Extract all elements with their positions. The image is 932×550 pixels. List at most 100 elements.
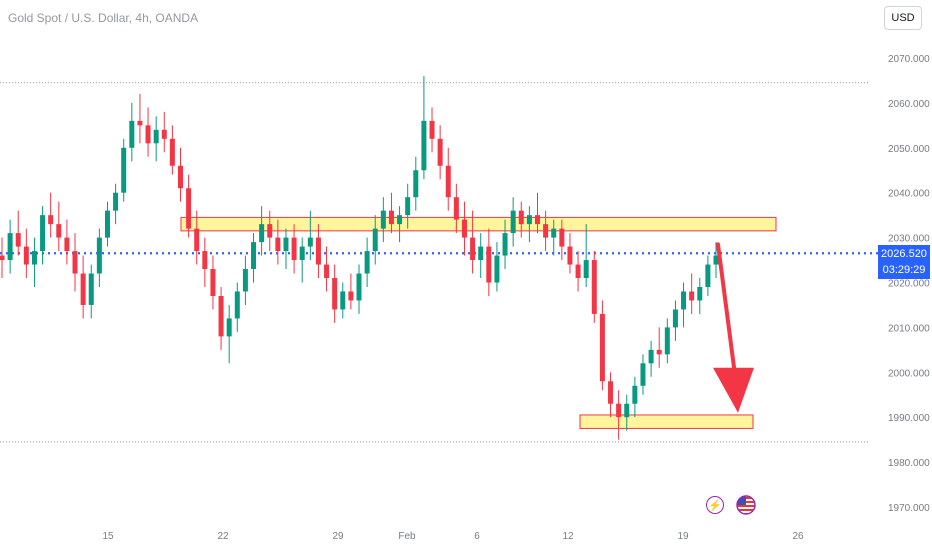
horizontal-levels [0, 82, 878, 443]
candle-body [104, 210, 110, 238]
candle-body [486, 246, 492, 283]
candle-body [453, 197, 459, 220]
candle-body [429, 120, 435, 139]
candle-body [510, 210, 516, 234]
candle-body [178, 165, 183, 189]
candle-body [543, 224, 549, 238]
projection-arrow-head [713, 367, 754, 413]
candle-body [129, 120, 135, 148]
last-price-value: 2026.520 [881, 248, 927, 260]
candle-body [299, 246, 305, 261]
price-tick-label: 1990.000 [888, 413, 930, 424]
candle-body [242, 269, 248, 292]
candle-body [259, 224, 265, 243]
candle-body [583, 260, 589, 279]
price-tick-label: 2050.000 [888, 144, 930, 155]
candle-body [234, 291, 240, 319]
candle-body [275, 237, 281, 252]
candle-body [202, 251, 208, 270]
candle-body [502, 233, 508, 256]
candle-body [551, 228, 557, 238]
price-tick-label: 1970.000 [888, 503, 930, 514]
candle-body [705, 264, 711, 287]
candle-body [218, 295, 224, 337]
candle-body [80, 273, 86, 305]
candle-body [291, 237, 297, 261]
candle-body [31, 251, 37, 265]
candle-body [364, 251, 370, 274]
projection-arrow-shaft [716, 242, 738, 385]
candle-body [96, 237, 102, 274]
candle-body [632, 385, 638, 404]
symbol-title: Gold Spot / U.S. Dollar, 4h, OANDA [8, 11, 199, 25]
candle-body [624, 403, 630, 418]
candle-body [194, 228, 200, 252]
candle-body [608, 381, 614, 404]
candle-body [0, 255, 5, 261]
time-tick-label: 15 [102, 531, 114, 542]
candle-body [470, 237, 476, 261]
candle-body [672, 309, 678, 328]
candle-body [307, 237, 313, 247]
candle-body [640, 363, 646, 386]
candle-body [153, 129, 159, 144]
candle-body [48, 215, 54, 225]
bar-countdown: 03:29:29 [882, 264, 926, 276]
candle-body [664, 327, 670, 355]
candle-body [15, 233, 21, 247]
candle-body [161, 129, 167, 139]
candle-body [56, 224, 62, 238]
us-flag-icon[interactable] [736, 495, 756, 515]
projection-arrow[interactable] [713, 242, 754, 413]
candle-body [186, 188, 192, 229]
candle-body [518, 210, 524, 225]
price-tick-label: 2030.000 [888, 234, 930, 245]
candle-body [40, 215, 46, 252]
candle-body [437, 138, 443, 166]
time-tick-label: 26 [792, 531, 804, 542]
candle-body [535, 215, 540, 225]
candle-body [689, 291, 695, 301]
candle-body [332, 278, 338, 310]
candle-body [315, 237, 321, 265]
candle-body [7, 233, 13, 261]
candle-body [340, 291, 346, 310]
price-tick-label: 2000.000 [888, 368, 930, 379]
candle-body [226, 318, 232, 337]
candle-body [283, 237, 289, 252]
time-tick-label: 6 [474, 531, 480, 542]
candle-body [324, 264, 330, 279]
candle-body [413, 170, 419, 198]
price-scale[interactable]: 2070.000 2060.000 2050.000 2040.000 2030.000… [888, 54, 930, 514]
zone-rectangle [180, 216, 777, 232]
candle-body [348, 291, 354, 301]
time-scale[interactable]: 15 22 29 Feb 6 12 19 26 [102, 531, 804, 542]
price-tick-label: 2060.000 [888, 99, 930, 110]
candle-body [478, 246, 484, 261]
price-tick-label: 1980.000 [888, 458, 930, 469]
candle-body [494, 255, 500, 283]
candle-body [64, 237, 70, 252]
candle-body [267, 224, 273, 238]
candle-body [397, 215, 403, 225]
lightning-bolt-icon[interactable]: ⚡ [706, 496, 724, 514]
candle-body [72, 251, 78, 274]
time-tick-label: 12 [562, 531, 574, 542]
candle-body [372, 228, 378, 252]
candle-body [356, 273, 362, 301]
candle-body [145, 125, 151, 144]
currency-button[interactable]: USD [884, 6, 922, 30]
candle-body [461, 219, 467, 238]
candle-body [210, 269, 216, 296]
candle-body [88, 273, 94, 305]
time-tick-label: 29 [332, 531, 344, 542]
candle-body [405, 197, 411, 216]
candle-body [656, 349, 662, 355]
zone-rectangle [579, 414, 754, 429]
candle-body [251, 242, 257, 270]
candle-body [137, 120, 143, 126]
last-price-label: 2026.520 03:29:29 [878, 245, 930, 279]
zone-rectangles[interactable] [180, 216, 777, 429]
candles-series [0, 75, 719, 440]
